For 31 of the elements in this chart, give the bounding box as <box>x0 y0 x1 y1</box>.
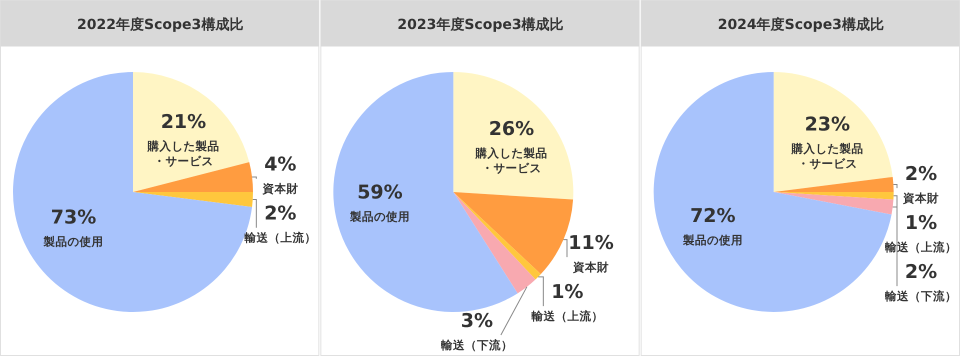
slice-label: 輸送（上流） <box>530 309 604 324</box>
data-label: 2% <box>904 163 938 186</box>
data-label: 2% <box>904 261 938 284</box>
data-label: 21% <box>160 110 206 133</box>
slice-label: 購入した製品・サービス <box>474 146 548 175</box>
data-label: 2% <box>264 202 296 225</box>
data-label: 73% <box>50 206 96 229</box>
slice-label: 購入した製品・サービス <box>790 141 864 170</box>
slice-label: 製品の使用 <box>348 209 410 224</box>
title: 2023年度Scope3構成比 <box>397 17 564 33</box>
slice-label: 輸送（上流） <box>243 230 316 245</box>
slice-label: 輸送（下流） <box>884 289 957 304</box>
data-label: 23% <box>804 114 850 136</box>
slice-label: 資本財 <box>261 182 298 196</box>
title: 2022年度Scope3構成比 <box>77 17 244 33</box>
title: 2024年度Scope3構成比 <box>718 17 884 33</box>
slice-label: 輸送（下流） <box>440 338 513 352</box>
data-label: 1% <box>551 281 584 304</box>
slice-label: 輸送（上流） <box>884 240 957 254</box>
slice-label: 製品の使用 <box>682 233 743 248</box>
slice-label: 購入した製品・サービス <box>146 138 220 168</box>
data-label: 59% <box>357 181 403 204</box>
slice-label: 製品の使用 <box>42 234 104 249</box>
data-label: 11% <box>568 232 614 254</box>
data-label: 4% <box>264 154 296 176</box>
data-label: 3% <box>460 310 494 332</box>
data-label: 1% <box>904 212 938 234</box>
slice-label: 資本財 <box>572 260 609 274</box>
data-label: 26% <box>488 118 534 140</box>
slice-label: 資本財 <box>902 191 939 206</box>
data-label: 72% <box>690 205 736 228</box>
